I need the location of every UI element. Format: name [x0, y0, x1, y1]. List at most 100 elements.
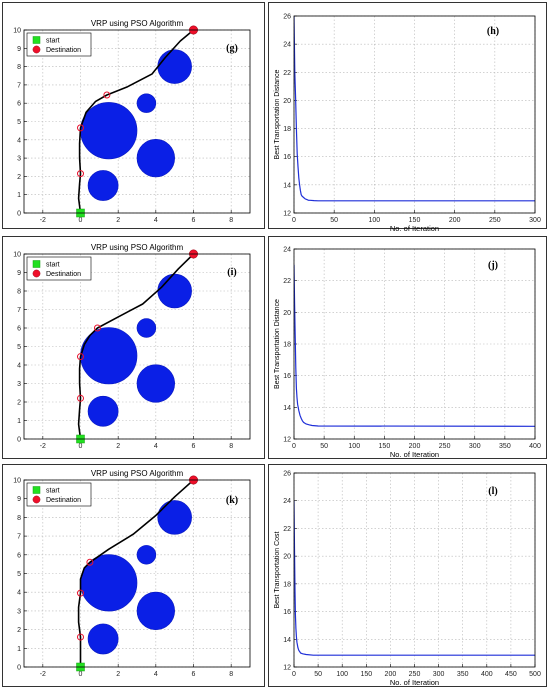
x-tick-label: -2	[40, 671, 46, 678]
plot-layer	[77, 30, 195, 213]
x-tick-label: 100	[336, 671, 348, 678]
x-tick-label: 6	[192, 217, 196, 224]
y-tick-label: 3	[17, 156, 21, 163]
waypoint-marker	[77, 589, 84, 597]
y-tick-label: 9	[17, 496, 21, 503]
axes-box	[23, 29, 251, 214]
obstacle-circle	[80, 102, 138, 160]
x-tick-label: 50	[330, 217, 338, 224]
waypoint-marker	[93, 324, 101, 332]
y-tick-label: 22	[283, 278, 291, 285]
legend-start-label: start	[46, 262, 60, 269]
panel-label: (j)	[488, 260, 498, 271]
panel-label: (k)	[226, 495, 238, 506]
y-tick-label: 10	[13, 478, 21, 485]
x-tick-label: 400	[529, 443, 541, 450]
y-tick-label: 24	[283, 247, 291, 254]
x-axis-label: No. of Iteration	[390, 450, 439, 459]
panel-frame	[268, 2, 547, 229]
y-tick-label: 14	[283, 182, 291, 189]
y-tick-label: 5	[17, 119, 21, 126]
y-tick-label: 1	[17, 192, 21, 199]
y-tick-label: 9	[17, 270, 21, 277]
y-tick-label: 10	[13, 252, 21, 259]
obstacle-circle	[87, 623, 119, 655]
y-tick-label: 12	[283, 437, 291, 444]
y-tick-label: 9	[17, 46, 21, 53]
x-tick-label: 300	[529, 217, 541, 224]
panel-label: (g)	[226, 43, 238, 54]
y-tick-label: 6	[17, 552, 21, 559]
obstacle-circle	[136, 318, 157, 338]
y-tick-label: 18	[283, 342, 291, 349]
x-tick-label: 350	[457, 671, 469, 678]
y-tick-label: 24	[283, 498, 291, 505]
y-tick-label: 0	[17, 665, 21, 672]
legend-destination-label: Destination	[46, 271, 81, 278]
y-tick-label: 6	[17, 101, 21, 108]
x-tick-label: 500	[529, 671, 541, 678]
chart-title: VRP using PSO Algorithm	[91, 469, 184, 478]
y-tick-label: 5	[17, 571, 21, 578]
waypoint-marker	[77, 353, 84, 361]
axes-box	[293, 248, 536, 440]
x-tick-label: -2	[40, 443, 46, 450]
x-tick-label: 150	[379, 443, 391, 450]
x-tick-label: 0	[292, 671, 296, 678]
y-tick-label: 2	[17, 400, 21, 407]
y-tick-label: 0	[17, 437, 21, 444]
y-axis-label: Best Transportation Cost	[274, 531, 281, 608]
y-tick-label: 12	[283, 211, 291, 218]
y-tick-label: 3	[17, 608, 21, 615]
x-tick-label: 100	[348, 443, 360, 450]
y-tick-label: 4	[17, 363, 21, 370]
x-tick-label: 2	[116, 443, 120, 450]
y-tick-label: 2	[17, 627, 21, 634]
waypoint-marker	[77, 124, 84, 132]
y-axis-label: Best Transportation Distance	[274, 69, 281, 159]
obstacle-circle	[157, 500, 192, 535]
route-path	[77, 30, 195, 213]
panel-frame	[268, 236, 547, 459]
chart-panel-g: -2 0 2 4 6 8 0 1 2 3 4 5 6 7 8 9 10 VRP using PSO Algorit…	[2, 2, 265, 229]
obstacle-circle	[87, 170, 119, 201]
legend-start-swatch	[32, 486, 41, 494]
x-axis-label: No. of Iteration	[390, 224, 439, 233]
panel-label: (h)	[487, 26, 499, 37]
chart-title: VRP using PSO Algorithm	[91, 19, 184, 28]
y-tick-label: 22	[283, 70, 291, 77]
legend-destination-label: Destination	[46, 47, 81, 54]
panel-frame	[268, 464, 547, 687]
plot-layer	[294, 264, 535, 427]
legend-destination-swatch	[32, 269, 41, 278]
x-tick-label: 150	[409, 217, 421, 224]
legend: start Destination	[26, 256, 92, 281]
y-tick-label: 26	[283, 471, 291, 478]
x-tick-label: 100	[368, 217, 380, 224]
x-tick-label: 250	[409, 671, 421, 678]
legend: start Destination	[26, 32, 92, 57]
obstacle-circle	[157, 49, 192, 84]
y-tick-label: 26	[283, 14, 291, 21]
plot-layer	[294, 500, 535, 656]
axes-box	[293, 472, 536, 668]
y-tick-label: 2	[17, 174, 21, 181]
x-tick-label: 0	[292, 217, 296, 224]
panel-label: (i)	[227, 267, 236, 278]
obstacle-circle	[136, 545, 157, 565]
x-tick-label: 2	[116, 217, 120, 224]
legend-start-label: start	[46, 488, 60, 495]
y-tick-label: 6	[17, 326, 21, 333]
waypoint-marker	[103, 91, 111, 99]
y-tick-label: 7	[17, 82, 21, 89]
x-tick-label: 300	[469, 443, 481, 450]
obstacle-circle	[136, 364, 175, 403]
y-tick-label: 3	[17, 381, 21, 388]
x-tick-label: 8	[229, 671, 233, 678]
x-tick-label: 250	[439, 443, 451, 450]
obstacle-circle	[157, 273, 192, 309]
axes-box	[23, 479, 251, 668]
x-tick-label: 200	[449, 217, 461, 224]
x-tick-label: 4	[154, 217, 158, 224]
y-tick-label: 22	[283, 526, 291, 533]
